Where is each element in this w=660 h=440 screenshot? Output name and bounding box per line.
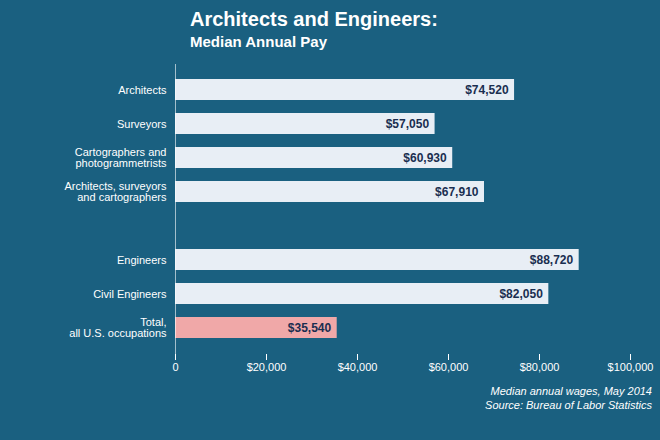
html-text:Architects and Engineers:: Architects and Engineers:: [190, 8, 438, 30]
svg-text:Civil Engineers: Civil Engineers: [93, 288, 167, 300]
svg-text:$40,000: $40,000: [338, 361, 378, 373]
svg-text:$100,000: $100,000: [608, 361, 654, 373]
svg-text:$60,930: $60,930: [403, 151, 447, 165]
html-text:Median annual wages, May 2014: Median annual wages, May 2014: [490, 385, 652, 397]
svg-text:$20,000: $20,000: [247, 361, 287, 373]
svg-text:$67,910: $67,910: [435, 185, 479, 199]
svg-text:$82,050: $82,050: [499, 287, 543, 301]
svg-text:$88,720: $88,720: [530, 253, 574, 267]
html-text:Median Annual Pay: Median Annual Pay: [190, 33, 327, 50]
svg-text:Engineers: Engineers: [117, 254, 167, 266]
svg-text:$74,520: $74,520: [465, 83, 509, 97]
svg-text:Total,all U.S. occupations: Total,all U.S. occupations: [69, 316, 167, 339]
svg-text:Surveyors: Surveyors: [117, 118, 167, 130]
svg-text:$35,540: $35,540: [288, 321, 332, 335]
svg-text:$60,000: $60,000: [429, 361, 469, 373]
svg-text:$80,000: $80,000: [520, 361, 560, 373]
svg-text:0: 0: [172, 361, 178, 373]
svg-text:$57,050: $57,050: [386, 117, 430, 131]
svg-text:Architects: Architects: [118, 84, 167, 96]
svg-text:Cartographers andphotogrammetr: Cartographers andphotogrammetrists: [75, 146, 167, 169]
html-text:Source: Bureau of Labor Statis: Source: Bureau of Labor Statistics: [485, 399, 652, 411]
svg-text:Architects, surveyorsand carto: Architects, surveyorsand cartographers: [64, 180, 167, 203]
